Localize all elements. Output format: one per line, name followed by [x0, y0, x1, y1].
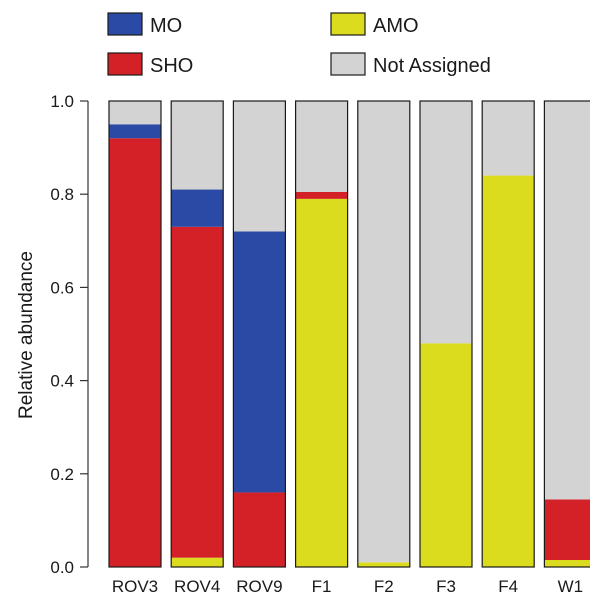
- bar-segment-mo: [233, 231, 286, 493]
- bar-segment-mo: [171, 189, 224, 227]
- bar-segment-sho: [295, 191, 348, 199]
- legend-swatch: [107, 12, 143, 36]
- legend-item-sho: SHO: [107, 52, 193, 77]
- bar-segment-not-assigned: [420, 101, 472, 344]
- y-axis-title: Relative abundance: [16, 251, 37, 419]
- x-tick-label: ROV3: [112, 577, 158, 596]
- y-axis: Relative abundance 0.0 0.2 0.4 0.6 0.8 1.0: [16, 92, 89, 577]
- bar-outline: [357, 100, 411, 568]
- bar-outline: [170, 100, 224, 568]
- bar-segment-not-assigned: [482, 101, 535, 176]
- bar-segment-not-assigned: [171, 101, 224, 190]
- y-tick-label: 0.0: [50, 558, 74, 577]
- bar-outline: [543, 100, 590, 568]
- bar-outline: [108, 100, 162, 568]
- bar-f2: [357, 100, 411, 568]
- legend-swatch: [330, 52, 366, 76]
- bar-w1: [543, 100, 590, 568]
- legend-item-mo: MO: [107, 12, 182, 37]
- bar-f1: [295, 100, 349, 568]
- bar-segment-amo: [357, 562, 410, 567]
- bar-segment-not-assigned: [295, 101, 348, 192]
- bar-outline: [232, 100, 286, 568]
- legend-label: MO: [150, 15, 182, 37]
- bar-segment-not-assigned: [357, 101, 410, 563]
- bar-segment-not-assigned: [233, 101, 286, 232]
- bar-segment-sho: [109, 138, 161, 567]
- bar-segment-amo: [171, 557, 224, 567]
- x-tick-label: ROV4: [174, 577, 220, 596]
- bar-segment-sho: [171, 226, 224, 558]
- x-tick-label: F1: [312, 577, 332, 596]
- bar-f4: [481, 100, 535, 568]
- legend-label: AMO: [373, 15, 419, 37]
- legend: MO SHO AMO Not Assigned: [107, 12, 491, 77]
- x-tick-label: F2: [374, 577, 394, 596]
- legend-swatch: [107, 52, 143, 76]
- legend-item-not-assigned: Not Assigned: [330, 52, 491, 77]
- bar-segment-amo: [420, 343, 472, 567]
- y-tick-label: 0.4: [50, 372, 74, 391]
- bar-outline: [295, 100, 349, 568]
- x-axis: ROV3 ROV4 ROV9 F1 F2 F3 F4 W1: [112, 577, 583, 596]
- x-tick-label: F4: [498, 577, 518, 596]
- y-tick-label: 0.8: [50, 185, 74, 204]
- bar-segment-not-assigned: [109, 101, 161, 125]
- x-tick-label: ROV9: [236, 577, 282, 596]
- bar-rov9: [232, 100, 286, 568]
- legend-item-amo: AMO: [330, 12, 419, 37]
- y-tick-label: 0.2: [50, 465, 74, 484]
- legend-swatch: [330, 12, 366, 36]
- bar-segment-amo: [482, 175, 535, 567]
- bar-rov4: [170, 100, 224, 568]
- bar-f3: [419, 100, 473, 568]
- bars: [108, 100, 590, 568]
- bar-segment-amo: [295, 198, 348, 568]
- bar-segment-not-assigned: [544, 101, 590, 500]
- x-tick-label: W1: [558, 577, 584, 596]
- bar-outline: [481, 100, 535, 568]
- y-tick-label: 1.0: [50, 92, 74, 111]
- bar-segment-amo: [544, 560, 590, 567]
- bar-segment-sho: [233, 492, 286, 567]
- bar-segment-sho: [544, 499, 590, 561]
- legend-label: SHO: [150, 55, 193, 77]
- bar-outline: [419, 100, 473, 568]
- bar-rov3: [108, 100, 162, 568]
- bar-segment-mo: [109, 124, 161, 139]
- x-tick-label: F3: [436, 577, 456, 596]
- legend-label: Not Assigned: [373, 55, 491, 77]
- y-tick-label: 0.6: [50, 278, 74, 297]
